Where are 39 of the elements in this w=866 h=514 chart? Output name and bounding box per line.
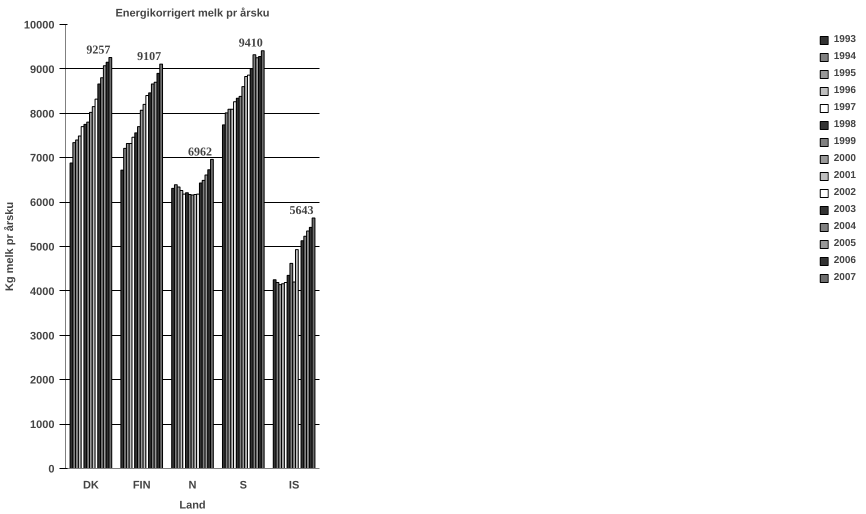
y-tick-label: 2000 <box>30 374 55 387</box>
legend-label: 1995 <box>834 68 856 79</box>
data-label: 9257 <box>86 42 110 56</box>
x-tick-label: FIN <box>132 480 151 492</box>
legend-label: 1996 <box>834 85 856 96</box>
legend-label: 1999 <box>834 136 856 147</box>
y-tick-label: 4000 <box>30 286 55 298</box>
legend-label: 2004 <box>834 221 856 232</box>
legend-label: 2007 <box>834 272 856 283</box>
x-tick-label: N <box>188 480 197 492</box>
legend-label: 2002 <box>834 187 856 198</box>
y-tick-label: 5000 <box>30 242 55 254</box>
y-tick-label: 10000 <box>24 20 55 32</box>
data-label: 5643 <box>290 202 314 217</box>
y-tick-label: 9000 <box>30 64 55 76</box>
y-tick-label: 6000 <box>30 197 55 210</box>
data-label: 9107 <box>137 49 162 64</box>
data-label: 9410 <box>238 36 263 50</box>
data-label: 6962 <box>188 144 212 158</box>
legend-label: 1994 <box>834 51 856 62</box>
legend-label: 2001 <box>834 170 856 181</box>
y-tick-label: 1000 <box>30 419 55 432</box>
x-tick-label: IS <box>288 480 300 492</box>
legend-label: 2005 <box>834 238 856 249</box>
x-axis-title: Land <box>179 500 206 512</box>
legend-label: 2006 <box>834 255 856 266</box>
y-tick-label: 8000 <box>30 108 55 120</box>
y-tick-label: 7000 <box>30 152 55 165</box>
y-tick-label: 3000 <box>30 330 55 342</box>
y-tick-label: 0 <box>48 464 55 476</box>
chart-title: Energikorrigert melk pr årsku <box>115 6 270 20</box>
legend-label: 2000 <box>834 153 856 164</box>
legend-label: 2003 <box>834 204 856 215</box>
legend-label: 1998 <box>834 119 856 130</box>
legend-label: 1993 <box>834 34 856 45</box>
legend-label: 1997 <box>834 102 856 113</box>
x-tick-label: S <box>240 480 247 492</box>
y-axis-title: Kg melk pr årsku <box>2 202 16 292</box>
x-tick-label: DK <box>82 480 99 492</box>
